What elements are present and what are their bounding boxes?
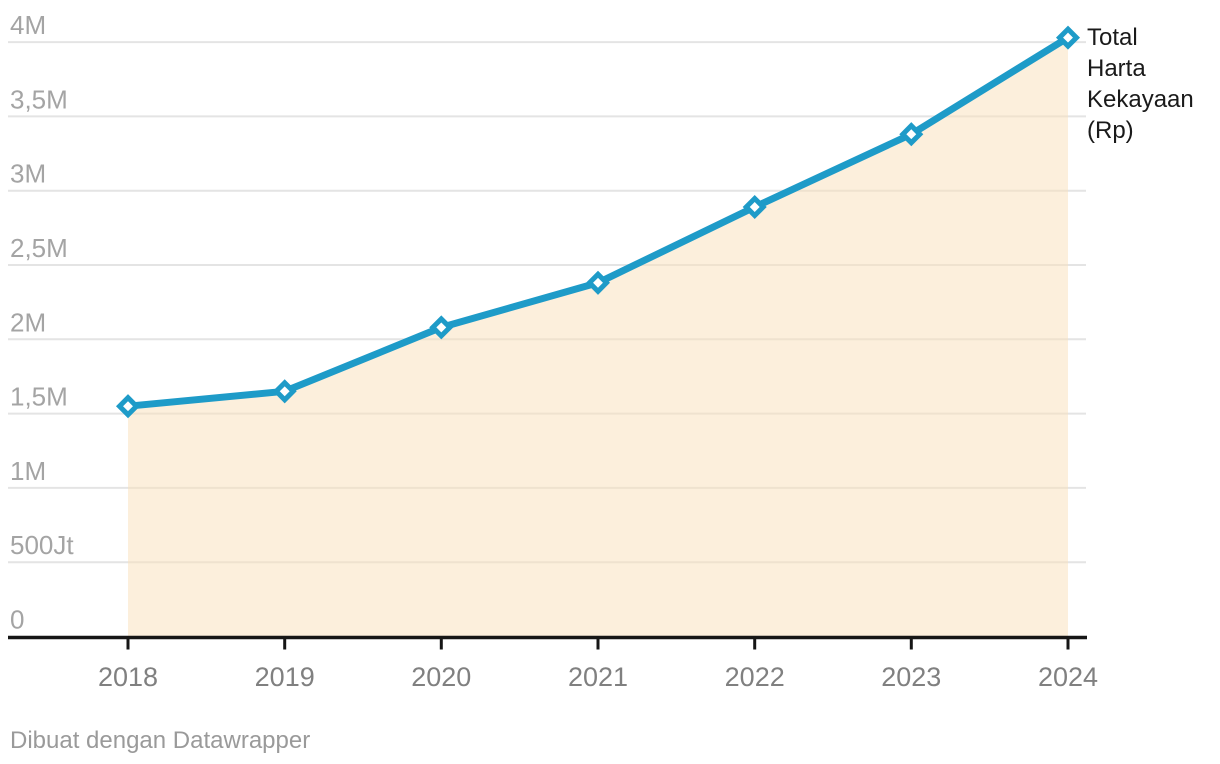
x-axis-label: 2023	[881, 662, 941, 692]
data-point-2021[interactable]	[585, 270, 611, 295]
y-axis-label: 2M	[10, 307, 46, 337]
y-axis-label: 1,5M	[10, 382, 68, 412]
x-axis-label: 2022	[725, 662, 785, 692]
data-point-2023[interactable]	[899, 122, 924, 147]
data-point-2024[interactable]	[1055, 25, 1081, 50]
data-point-2018[interactable]	[115, 394, 141, 419]
area-fill	[128, 37, 1068, 637]
datawrapper-credit-link[interactable]: Dibuat dengan Datawrapper	[10, 727, 311, 754]
series-direct-label: Total Harta Kekayaan (Rp)	[1087, 24, 1194, 144]
x-axis-label: 2024	[1038, 662, 1098, 692]
data-point-2020[interactable]	[429, 315, 454, 340]
x-axis-label: 2020	[411, 662, 471, 692]
x-axis-label: 2021	[568, 662, 628, 692]
x-axis-label: 2019	[255, 662, 315, 692]
y-axis-label: 500Jt	[10, 530, 74, 560]
y-axis-label: 1M	[10, 456, 46, 486]
x-axis-label: 2018	[98, 662, 158, 692]
y-axis-label: 3M	[10, 159, 46, 189]
y-axis-label: 0	[10, 605, 24, 635]
data-point-2022[interactable]	[742, 194, 767, 220]
y-axis-label: 3,5M	[10, 84, 68, 114]
y-axis-label: 2,5M	[10, 233, 68, 263]
data-point-2019[interactable]	[272, 379, 297, 404]
y-axis-label: 4M	[10, 10, 46, 40]
